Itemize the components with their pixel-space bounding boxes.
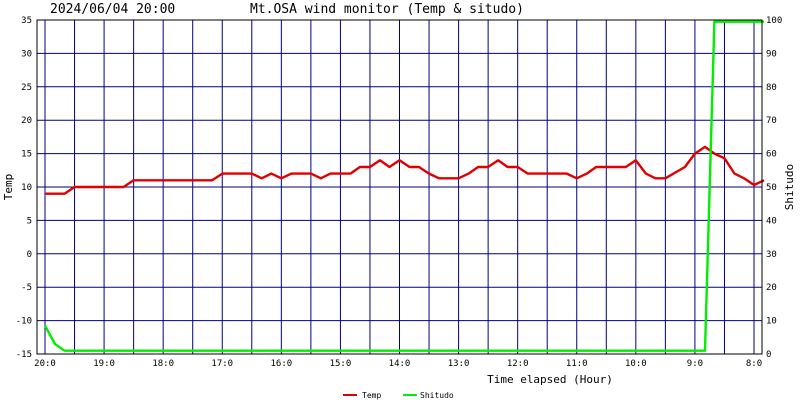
left-tick-label: -10 bbox=[16, 317, 32, 327]
x-tick-label: 13:0 bbox=[448, 359, 470, 369]
left-tick-label: 0 bbox=[27, 250, 32, 260]
left-tick-label: 30 bbox=[21, 49, 32, 59]
right-tick-label: 60 bbox=[766, 150, 777, 160]
series-line-temp bbox=[45, 145, 765, 195]
grid-layer bbox=[37, 19, 762, 355]
plot-frame bbox=[36, 19, 763, 355]
x-tick-label: 16:0 bbox=[270, 359, 292, 369]
right-tick-label: 90 bbox=[766, 49, 777, 59]
series-layer bbox=[43, 20, 765, 352]
x-tick-label: 8:0 bbox=[746, 359, 762, 369]
x-tick-label: 18:0 bbox=[152, 359, 174, 369]
right-tick-label: 20 bbox=[766, 283, 777, 293]
left-tick-label: 20 bbox=[21, 116, 32, 126]
left-tick-label: -15 bbox=[16, 350, 32, 360]
x-tick-label: 15:0 bbox=[330, 359, 352, 369]
right-tick-label: 50 bbox=[766, 183, 777, 193]
right-tick-label: 10 bbox=[766, 317, 777, 327]
series-line-shitudo bbox=[43, 20, 764, 352]
right-tick-label: 80 bbox=[766, 83, 777, 93]
x-tick-label: 10:0 bbox=[625, 359, 647, 369]
legend-label-shitudo: Shitudo bbox=[420, 391, 454, 400]
legend: Temp Shitudo bbox=[343, 391, 454, 400]
right-tick-label: 40 bbox=[766, 216, 777, 226]
right-tick-label: 100 bbox=[766, 16, 782, 26]
left-tick-label: 35 bbox=[21, 16, 32, 26]
x-tick-label: 17:0 bbox=[211, 359, 233, 369]
timestamp-label: 2024/06/04 20:00 bbox=[50, 2, 175, 17]
left-tick-label: 5 bbox=[27, 216, 32, 226]
x-tick-label: 11:0 bbox=[566, 359, 588, 369]
x-tick-label: 12:0 bbox=[507, 359, 529, 369]
x-tick-label: 19:0 bbox=[93, 359, 115, 369]
left-tick-label: 15 bbox=[21, 150, 32, 160]
right-tick-label: 70 bbox=[766, 116, 777, 126]
left-tick-label: -5 bbox=[21, 283, 32, 293]
x-axis-title: Time elapsed (Hour) bbox=[487, 373, 613, 386]
legend-label-temp: Temp bbox=[362, 391, 381, 400]
right-axis-title: Shitudo bbox=[783, 164, 796, 210]
x-tick-label: 9:0 bbox=[687, 359, 703, 369]
x-tick-label: 14:0 bbox=[389, 359, 411, 369]
chart-title: Mt.OSA wind monitor (Temp & situdo) bbox=[250, 2, 524, 17]
left-tick-label: 25 bbox=[21, 83, 32, 93]
left-axis-title: Temp bbox=[2, 174, 15, 201]
right-tick-label: 30 bbox=[766, 250, 777, 260]
x-tick-label: 20:0 bbox=[34, 359, 56, 369]
right-tick-label: 0 bbox=[766, 350, 771, 360]
left-tick-label: 10 bbox=[21, 183, 32, 193]
